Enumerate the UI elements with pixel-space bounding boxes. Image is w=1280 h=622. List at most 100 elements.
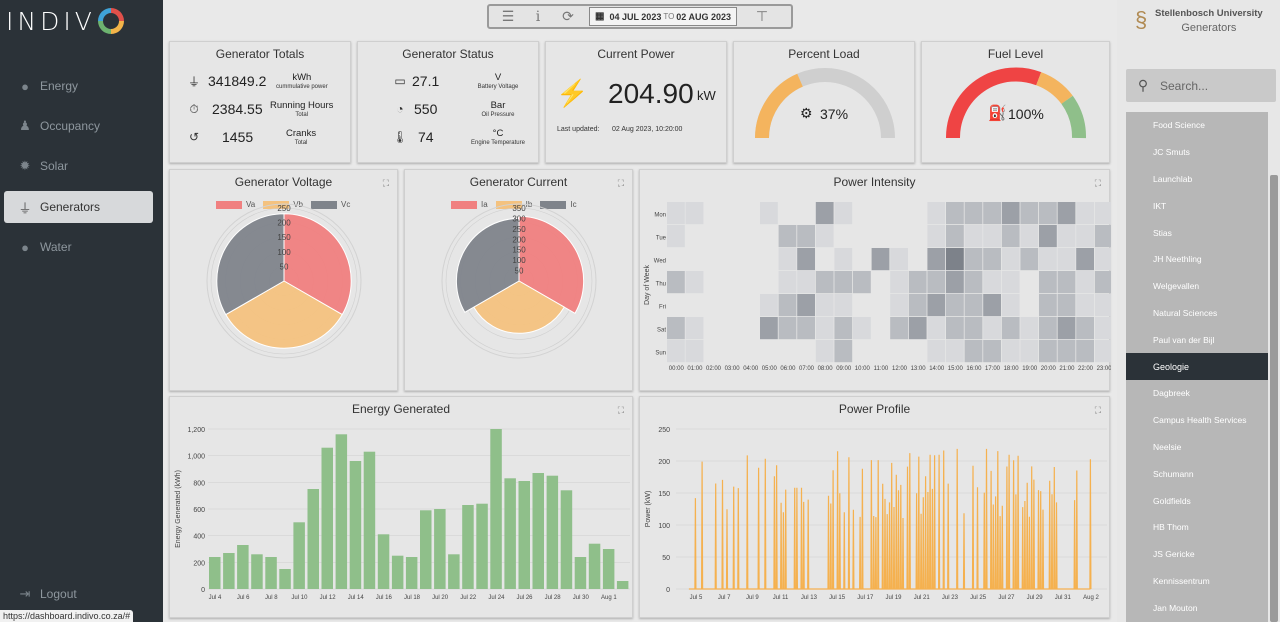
expand-icon[interactable]: ⛶ [1094,405,1101,415]
heatmap-cell [667,317,685,340]
power-profile-card: Power Profile ⛶ 0 50 100 150 200 250 Jul 5 Jul … [639,396,1110,618]
building-list-item[interactable]: Dagbreek [1153,388,1190,399]
logout-button[interactable]: ⇥ Logout [4,578,153,610]
building-list-item[interactable]: Kennissentrum [1153,575,1210,586]
sidebar-item-generators[interactable]: ⏚ Generators [4,191,153,223]
sidebar-item-occupancy[interactable]: ♟ Occupancy [4,110,153,142]
polar-tick-label: 150 [512,246,526,255]
building-list-item[interactable]: Welgevallen [1153,281,1200,292]
profile-x-tick-label: Jul 31 [1055,595,1072,601]
building-list-item[interactable]: Geologie [1126,353,1268,380]
energy-bar [532,473,544,589]
expand-icon[interactable]: ⛶ [382,178,389,188]
energy-bar [518,481,530,589]
date-to-separator: TO [663,12,675,21]
energy-x-tick-label: Jul 20 [432,595,449,601]
heatmap-cell [778,248,797,271]
heatmap-cell [927,317,946,340]
card-title: Current Power [597,47,675,61]
profile-x-tick-label: Jul 17 [857,595,874,601]
energy-bar [349,461,362,589]
users-icon: ♟ [19,118,31,133]
profile-x-tick-label: Jul 21 [914,595,931,601]
building-list-item[interactable]: Paul van der Bijl [1153,334,1215,345]
building-list-item[interactable]: Jan Mouton [1153,602,1198,613]
info-icon[interactable]: i [535,8,541,25]
heatmap-cell [927,294,946,317]
sitemap-icon[interactable]: ⊤ [755,8,769,24]
energy-x-tick-label: Jul 28 [545,595,562,601]
heatmap-hour-label: 01:00 [687,366,703,372]
energy-bar [462,505,474,589]
polar-tick-label: 150 [277,233,291,242]
expand-icon[interactable]: ⛶ [617,405,624,415]
energy-y-tick-label: 0 [201,587,205,594]
heatmap-cell [908,271,927,294]
search-input[interactable] [1160,78,1265,93]
gauge-orange-zone [1035,72,1073,105]
heatmap-cell [946,271,964,294]
building-list-item[interactable]: Neelsie [1153,441,1182,452]
date-range-picker[interactable]: ▦ 04 JUL 2023 TO 02 AUG 2023 [589,7,737,26]
gauge-fill [755,73,804,139]
heatmap-hour-label: 13:00 [911,366,927,372]
profile-y-tick-label: 200 [658,459,670,466]
menu-icon[interactable]: ☰ [501,8,515,24]
heatmap-hour-label: 11:00 [874,366,889,372]
building-list-item[interactable]: Food Science [1153,120,1205,131]
building-list-item[interactable]: Launchlab [1153,173,1193,184]
indivo-logo[interactable]: INDIV [6,6,124,36]
card-title: Generator Totals [215,47,305,61]
sidebar-item-energy[interactable]: ● Energy [4,70,153,102]
heatmap-hour-label: 20:00 [1041,366,1057,372]
building-list-item[interactable]: Campus Health Services [1153,415,1247,426]
expand-icon[interactable]: ⛶ [617,178,624,188]
energy-bar [251,554,263,589]
totals-sub: Total [295,112,309,118]
card-title: Generator Voltage [234,175,333,189]
energy-bar [616,581,629,589]
refresh-icon[interactable]: ⟳ [562,8,574,24]
building-list-item[interactable]: JC Smuts [1153,147,1190,158]
heatmap-cell [797,248,815,271]
heatmap-hour-label: 08:00 [818,366,834,372]
sidebar-item-solar[interactable]: ✹ Solar [4,150,153,182]
heatmap-cell [890,317,908,340]
last-updated-label: Last updated: [557,126,600,133]
status-unit: Bar [490,100,506,111]
building-list-item[interactable]: Natural Sciences [1153,307,1218,318]
heatmap-cell [1039,202,1057,225]
building-list-item[interactable]: JH Neethling [1153,254,1202,265]
heatmap-cell [964,340,983,363]
heatmap-hour-label: 09:00 [836,366,852,372]
building-list-item[interactable]: JS Gericke [1153,549,1195,560]
heatmap-cell [1020,317,1039,340]
sidebar-item-water[interactable]: ● Water [4,231,153,263]
fuel-pump-icon: ⛽ [988,105,1007,122]
building-list: Food Science JC Smuts Launchlab IKT Stias JH … [1126,112,1268,622]
sidebar-item-label: Generators [40,200,101,214]
heatmap-hour-label: 18:00 [1004,366,1020,372]
polar-grid-ring [210,207,358,355]
heatmap-cell [1001,294,1020,317]
heatmap-cell [1020,202,1039,225]
date-from: 04 JUL 2023 [609,11,662,22]
building-list-item[interactable]: HB Thom [1153,522,1189,533]
heatmap-hour-label: 15:00 [948,366,964,372]
building-list-item[interactable]: Stias [1153,227,1172,238]
status-value: 550 [414,101,438,117]
heatmap-cell [1057,202,1076,225]
heatmap-cell [983,248,1001,271]
totals-row-power: ⏚ 341849.2 kWh cummulative power [186,72,328,90]
building-list-scrollbar[interactable] [1270,175,1278,622]
heatmap-cell [983,317,1001,340]
energy-bar [321,447,333,589]
building-list-item[interactable]: Goldfields [1153,495,1191,506]
heatmap-cell [927,271,946,294]
building-list-item[interactable]: Schumann [1153,468,1194,479]
status-value: 74 [418,129,434,145]
heatmap-hour-label: 00:00 [669,366,685,372]
expand-icon[interactable]: ⛶ [1094,178,1101,188]
sidebar: INDIV ● Energy ♟ Occupancy ✹ Solar ⏚ Gen… [0,0,163,622]
building-list-item[interactable]: IKT [1153,200,1167,211]
